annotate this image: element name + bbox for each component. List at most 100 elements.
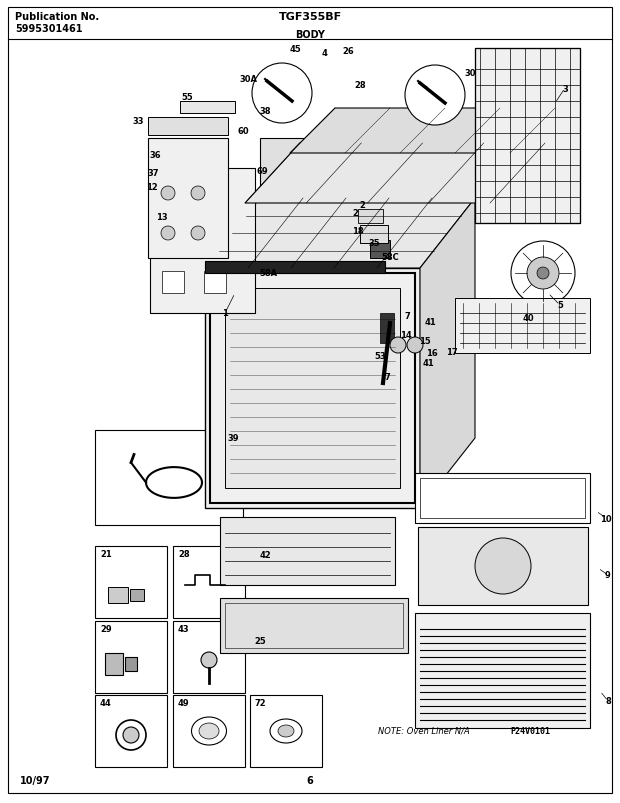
Bar: [420, 479, 585, 519]
Text: 60: 60: [237, 128, 249, 137]
Text: 12: 12: [146, 182, 158, 191]
Bar: [220, 598, 408, 653]
Circle shape: [123, 727, 139, 743]
Circle shape: [527, 258, 559, 290]
Circle shape: [161, 187, 175, 201]
Bar: [210, 274, 415, 503]
Bar: [225, 288, 400, 488]
Text: 14: 14: [400, 331, 412, 340]
Bar: [360, 226, 388, 243]
Bar: [108, 587, 128, 603]
Bar: [125, 657, 137, 671]
Circle shape: [191, 187, 205, 201]
Ellipse shape: [270, 719, 302, 743]
Circle shape: [191, 226, 205, 241]
Bar: [148, 118, 228, 136]
Text: 10/97: 10/97: [20, 775, 50, 785]
Bar: [204, 234, 226, 255]
Text: 21: 21: [100, 549, 112, 558]
Text: TGF355BF: TGF355BF: [278, 12, 342, 22]
Ellipse shape: [199, 723, 219, 739]
Text: 69: 69: [256, 167, 268, 177]
Bar: [173, 695, 245, 767]
Text: 38: 38: [259, 108, 271, 116]
Text: 58A: 58A: [259, 269, 277, 278]
Text: 29: 29: [100, 624, 112, 634]
Polygon shape: [245, 144, 545, 204]
Bar: [475, 49, 580, 224]
Text: BODY: BODY: [295, 30, 325, 40]
Polygon shape: [420, 199, 475, 508]
Text: 13: 13: [156, 212, 168, 221]
Bar: [225, 603, 403, 648]
Text: 58C: 58C: [381, 252, 399, 261]
Text: 10: 10: [600, 514, 612, 523]
Bar: [415, 613, 590, 728]
Circle shape: [390, 337, 406, 353]
Text: 39: 39: [228, 434, 239, 442]
Text: 4: 4: [322, 50, 328, 59]
Bar: [162, 196, 184, 218]
Bar: [475, 49, 580, 224]
Bar: [173, 622, 245, 693]
Text: 36: 36: [149, 151, 161, 161]
Ellipse shape: [192, 717, 226, 745]
Circle shape: [252, 64, 312, 124]
Bar: [250, 695, 322, 767]
Bar: [204, 271, 226, 294]
Text: 6: 6: [307, 775, 313, 785]
Text: 2: 2: [352, 210, 358, 218]
Circle shape: [407, 337, 423, 353]
Bar: [173, 546, 245, 618]
Text: 35: 35: [368, 239, 380, 248]
Text: 40: 40: [522, 314, 534, 323]
Text: 7: 7: [404, 312, 410, 321]
Text: P24V0101: P24V0101: [510, 726, 550, 735]
Bar: [95, 695, 167, 767]
Text: 9: 9: [605, 571, 611, 580]
Text: 3: 3: [562, 84, 568, 93]
Bar: [418, 528, 588, 605]
Bar: [148, 139, 228, 259]
Text: 2: 2: [359, 202, 365, 210]
Text: 42: 42: [259, 551, 271, 560]
Text: Publication No.: Publication No.: [15, 12, 99, 22]
Bar: [95, 546, 167, 618]
Text: 1: 1: [222, 309, 228, 318]
Text: 28: 28: [354, 81, 366, 91]
Bar: [455, 299, 590, 353]
Text: 15: 15: [419, 337, 431, 346]
Bar: [205, 262, 385, 274]
Circle shape: [405, 66, 465, 126]
Circle shape: [116, 720, 146, 750]
Circle shape: [537, 267, 549, 279]
Text: 5: 5: [557, 301, 563, 310]
Circle shape: [475, 538, 531, 594]
Circle shape: [201, 652, 217, 668]
Bar: [95, 430, 243, 525]
Bar: [220, 517, 395, 585]
Text: 8: 8: [605, 697, 611, 706]
Bar: [370, 241, 390, 259]
Text: 16: 16: [426, 349, 438, 358]
Text: 55: 55: [181, 93, 193, 102]
Circle shape: [161, 226, 175, 241]
Ellipse shape: [278, 725, 294, 737]
Polygon shape: [260, 139, 475, 199]
Polygon shape: [205, 199, 475, 269]
Bar: [380, 314, 394, 344]
Text: 44: 44: [100, 698, 112, 707]
Bar: [162, 271, 184, 294]
Text: 28: 28: [178, 549, 190, 558]
Bar: [205, 269, 420, 508]
Text: 72: 72: [255, 698, 267, 707]
Text: 18: 18: [352, 226, 364, 235]
Bar: [150, 169, 255, 314]
Text: 25: 25: [254, 637, 266, 646]
Text: 5995301461: 5995301461: [15, 24, 82, 34]
Circle shape: [511, 242, 575, 306]
Bar: [95, 622, 167, 693]
Text: 37: 37: [148, 169, 159, 178]
Text: 7: 7: [384, 373, 390, 382]
Text: 33: 33: [132, 116, 144, 125]
